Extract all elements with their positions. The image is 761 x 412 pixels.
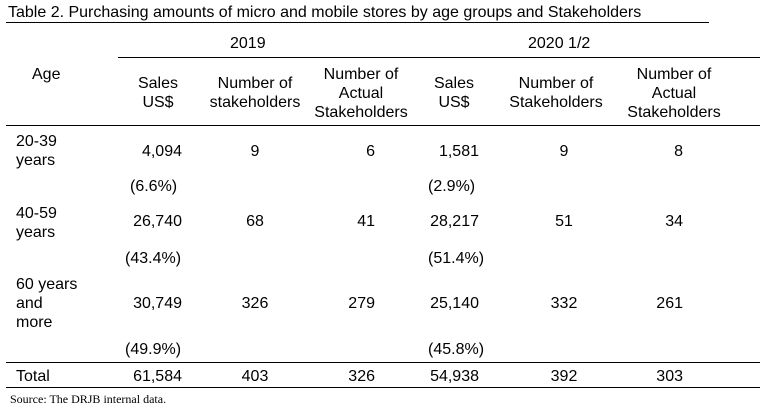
header-rule — [6, 125, 760, 126]
cell-pct-2019: (49.9%) — [125, 341, 182, 358]
year-header-2020: 2020 1/2 — [528, 35, 591, 52]
cell-actual-2020: 8 — [674, 143, 683, 160]
col-header-stakeholders-2019: Number of stakeholders — [200, 74, 310, 112]
col-header-line: Number of — [323, 66, 399, 83]
row-age-label: 40-59 years — [16, 204, 57, 242]
total-sales-2019: 61,584 — [133, 368, 182, 385]
total-label: Total — [16, 368, 50, 385]
cell-actual-2020: 261 — [656, 295, 683, 312]
col-header-sales-2019: Sales US$ — [118, 74, 198, 112]
cell-pct-2020: (51.4%) — [428, 250, 485, 267]
table-caption: Table 2. Purchasing amounts of micro and… — [8, 4, 642, 21]
year-header-2019: 2019 — [230, 35, 266, 52]
cell-actual-2019: 6 — [366, 143, 375, 160]
age-label-line: years — [16, 152, 56, 169]
row-age-label: 20-39 years — [16, 132, 57, 170]
col-header-line: Sales — [137, 75, 179, 92]
cell-sales-2020: 25,140 — [430, 295, 479, 312]
col-header-line: Actual — [338, 85, 384, 102]
year-header-rule — [118, 57, 760, 58]
col-header-line: Number of — [217, 75, 293, 92]
table-bottom-rule — [6, 387, 760, 388]
cell-stakeholders-2019: 68 — [246, 213, 264, 230]
cell-pct-2020: (45.8%) — [428, 341, 485, 358]
age-label-line: and — [16, 295, 43, 312]
cell-stakeholders-2020: 9 — [559, 143, 569, 160]
cell-stakeholders-2020: 51 — [555, 213, 573, 230]
col-header-line: US$ — [142, 94, 174, 111]
total-rule-top — [6, 362, 760, 363]
col-header-line: Stakeholders — [627, 104, 721, 121]
col-header-line: Sales — [433, 75, 475, 92]
cell-actual-2019: 41 — [357, 213, 375, 230]
total-stakeholders-2020: 392 — [550, 368, 578, 385]
source-note: Source: The DRJB internal data. — [10, 392, 167, 406]
cell-sales-2020: 28,217 — [430, 213, 479, 230]
col-header-stakeholders-2020: Number of Stakeholders — [500, 74, 612, 112]
row-age-label: 60 years and more — [16, 275, 77, 332]
total-sales-2020: 54,938 — [430, 368, 479, 385]
total-stakeholders-2019: 403 — [241, 368, 269, 385]
col-header-line: stakeholders — [209, 94, 301, 111]
cell-pct-2020: (2.9%) — [428, 178, 476, 195]
age-label-line: years — [16, 224, 56, 241]
col-header-line: Number of — [518, 75, 594, 92]
col-header-actual-2019: Number of Actual Stakeholders — [306, 65, 416, 122]
age-label-line: more — [16, 314, 53, 331]
age-label-line: 20-39 — [16, 133, 57, 150]
cell-stakeholders-2019: 9 — [250, 143, 260, 160]
cell-stakeholders-2020: 332 — [550, 295, 578, 312]
col-header-line: US$ — [438, 94, 470, 111]
caption-underline — [6, 22, 709, 23]
cell-actual-2019: 279 — [348, 295, 375, 312]
col-header-line: Stakeholders — [314, 104, 408, 121]
cell-stakeholders-2019: 326 — [241, 295, 269, 312]
age-label-line: 40-59 — [16, 205, 57, 222]
total-actual-2019: 326 — [348, 368, 375, 385]
col-header-actual-2020: Number of Actual Stakeholders — [618, 65, 730, 122]
age-label-line: 60 years — [16, 276, 78, 293]
col-header-sales-2020: Sales US$ — [414, 74, 494, 112]
cell-actual-2020: 34 — [665, 213, 683, 230]
col-header-line: Actual — [651, 85, 697, 102]
age-column-header: Age — [32, 66, 61, 83]
col-header-line: Stakeholders — [509, 94, 603, 111]
cell-sales-2020: 1,581 — [438, 143, 479, 160]
total-actual-2020: 303 — [656, 368, 683, 385]
cell-sales-2019: 26,740 — [133, 213, 182, 230]
cell-pct-2019: (6.6%) — [130, 178, 178, 195]
cell-sales-2019: 30,749 — [133, 295, 182, 312]
cell-pct-2019: (43.4%) — [125, 250, 182, 267]
col-header-line: Number of — [636, 66, 712, 83]
cell-sales-2019: 4,094 — [141, 143, 182, 160]
